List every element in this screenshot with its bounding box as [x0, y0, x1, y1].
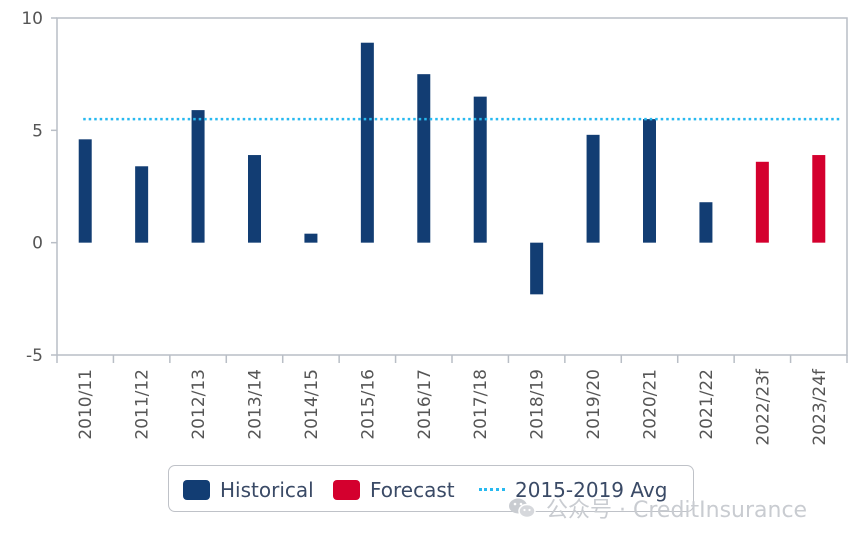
axes	[51, 17, 848, 363]
bar-historical-2019-20	[586, 134, 600, 243]
legend-swatch-forecast	[333, 479, 360, 500]
y-tick-label: 10	[21, 9, 43, 29]
bar-historical-2018-19	[530, 242, 544, 295]
x-tick-label: 2011/12	[133, 369, 153, 440]
bar-historical-2015-16	[360, 42, 374, 243]
legend-item-historical: Historical	[183, 466, 314, 513]
bars	[78, 42, 826, 295]
x-tick-label: 2023/24f	[810, 368, 830, 446]
bar-forecast-2023-24f	[812, 155, 826, 243]
y-tick-label: 5	[32, 121, 43, 141]
watermark-text: 公众号 · CreditInsurance	[546, 498, 808, 523]
legend-label-historical: Historical	[220, 477, 314, 502]
bar-historical-2020-21	[643, 119, 656, 243]
wechat-icon	[508, 497, 536, 519]
y-tick-label: 0	[32, 234, 43, 254]
bar-historical-2021-22	[699, 202, 713, 243]
legend-item-forecast: Forecast	[333, 466, 455, 513]
x-tick-label: 2015/16	[358, 369, 378, 440]
labels: 10 5 0 -5 2010/11 2011/12 2012/13 2013/14 2014/1…	[21, 9, 829, 446]
bar-historical-2013-14	[248, 155, 261, 243]
x-tick-label: 2020/21	[641, 369, 661, 440]
x-tick-label: 2013/14	[246, 369, 266, 440]
x-tick-label: 2012/13	[189, 369, 209, 440]
bar-forecast-2022-23f	[755, 161, 769, 243]
y-tick-label: -5	[26, 346, 43, 366]
x-tick-label: 2021/22	[697, 369, 717, 440]
legend-swatch-historical	[183, 479, 210, 500]
bar-historical-2010-11	[78, 139, 92, 243]
x-tick-label: 2018/19	[528, 369, 548, 440]
bar-historical-2011-12	[135, 166, 149, 243]
x-tick-label: 2017/18	[471, 369, 491, 440]
x-tick-label: 2022/23f	[753, 368, 773, 446]
bar-historical-2017-18	[473, 96, 487, 243]
x-tick-label: 2010/11	[76, 369, 96, 440]
watermark: 公众号 · CreditInsurance	[508, 490, 807, 526]
x-tick-label: 2016/17	[415, 369, 435, 440]
bar-historical-2016-17	[417, 74, 431, 243]
x-tick-label: 2014/15	[302, 369, 322, 440]
bar-historical-2014-15	[304, 233, 318, 243]
legend-label-avg: 2015-2019 Avg	[515, 477, 668, 502]
x-tick-label: 2019/20	[584, 369, 604, 440]
bar-historical-2012-13	[191, 110, 205, 243]
legend-label-forecast: Forecast	[370, 477, 455, 502]
legend-line-avg	[479, 488, 505, 491]
legend: Historical Forecast 2015-2019 Avg	[168, 465, 694, 512]
plot-border	[56, 17, 848, 356]
legend-item-avg: 2015-2019 Avg	[479, 466, 667, 513]
